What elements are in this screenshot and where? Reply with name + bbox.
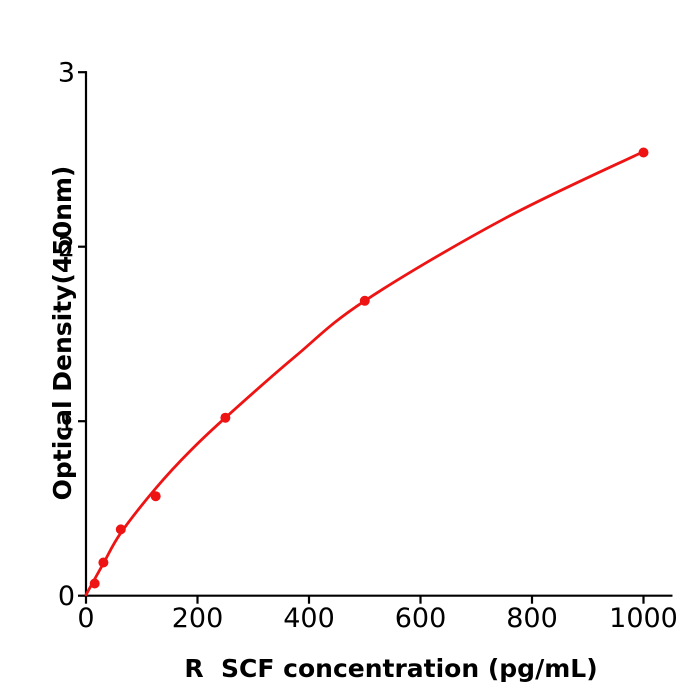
x-tick-label: 200 xyxy=(172,603,224,634)
fit-curve-path xyxy=(84,150,645,597)
axes: 0 200 400 600 800 1000 0 1 2 3 xyxy=(58,58,678,635)
data-point xyxy=(359,295,370,306)
data-point xyxy=(89,578,100,589)
y-tick-label: 0 xyxy=(58,581,75,612)
x-tick-label: 1000 xyxy=(609,603,678,634)
x-tick-label: 0 xyxy=(77,603,94,634)
data-point xyxy=(98,557,109,568)
data-points xyxy=(89,147,649,589)
y-tick-label: 3 xyxy=(58,58,75,89)
data-point xyxy=(220,412,231,423)
data-point xyxy=(150,491,161,502)
y-tick-label: 1 xyxy=(58,407,75,438)
fit-curve xyxy=(84,150,645,597)
y-tick-label: 2 xyxy=(58,232,75,263)
data-point xyxy=(638,147,649,158)
x-tick-label: 400 xyxy=(283,603,335,634)
x-tick-label: 600 xyxy=(395,603,447,634)
x-tick-label: 800 xyxy=(506,603,558,634)
y-axis-label: Optical Density(450nm) xyxy=(48,166,77,501)
x-axis-label: R SCF concentration (pg/mL) xyxy=(184,654,597,683)
data-point xyxy=(115,524,126,535)
